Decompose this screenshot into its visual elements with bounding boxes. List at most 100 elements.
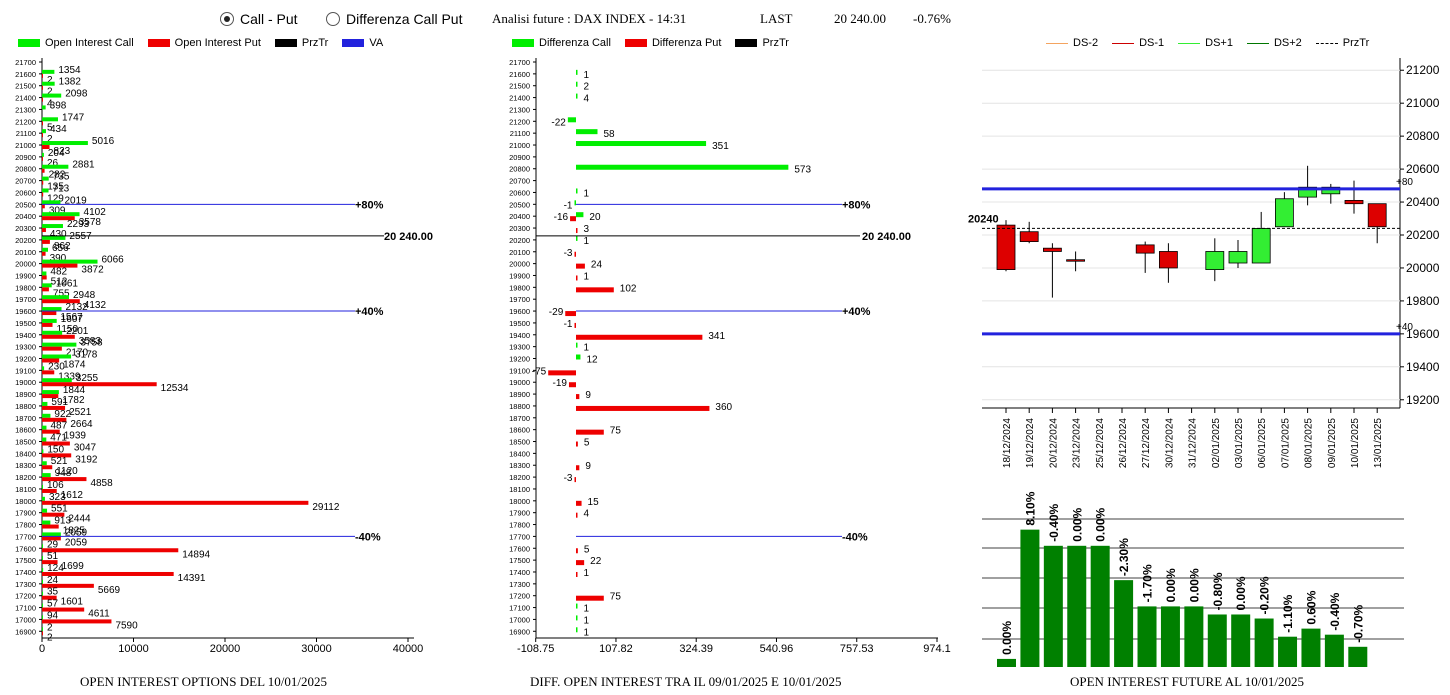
put-bar-label: 3872	[81, 265, 104, 276]
call-bar	[42, 390, 59, 395]
oi-future-label: -1.10%	[1281, 594, 1295, 632]
y-tick-label: 20200	[15, 236, 36, 245]
put-bar	[42, 512, 65, 517]
put-bar-label: 2664	[70, 419, 93, 430]
put-bar	[42, 417, 67, 422]
put-diff-bar	[548, 370, 576, 376]
y-tick-label: 20400	[15, 212, 36, 221]
put-bar-label: 3578	[79, 217, 102, 228]
y-tick-label: 19200	[15, 355, 36, 364]
put-bar-label: 1150	[57, 324, 79, 335]
y-tick-label: 21300	[15, 105, 36, 114]
put-bar	[42, 536, 61, 541]
y-tick-label: 19800	[1406, 294, 1440, 308]
y-tick-label: 18900	[15, 390, 36, 399]
call-bar	[42, 591, 43, 596]
y-tick-label: 18400	[509, 449, 530, 458]
put-bar	[42, 322, 53, 327]
put-bar-label: 1825	[63, 526, 86, 537]
y-tick-label: 20400	[1406, 195, 1440, 209]
call-bar	[42, 318, 57, 323]
put-bar-label: 2521	[69, 407, 92, 418]
oi-future-bar	[1160, 606, 1180, 667]
call-bar	[42, 425, 47, 430]
oi-future-bar	[1020, 529, 1040, 667]
x-tick-label: -108.75	[517, 643, 554, 655]
put-diff-bar-label: -75	[532, 366, 547, 377]
call-bar	[42, 152, 44, 157]
y-tick-label: 18200	[509, 473, 530, 482]
put-bar	[42, 168, 45, 173]
put-bar	[42, 133, 43, 138]
y-tick-label: 18000	[15, 497, 36, 506]
legend-item-ds-m1: DS-1	[1112, 37, 1164, 49]
y-tick-label: 17200	[509, 592, 530, 601]
put-bar	[42, 619, 112, 624]
call-diff-bar	[576, 129, 598, 135]
legend-label: DS+2	[1273, 37, 1302, 49]
put-diff-bar	[576, 228, 578, 234]
put-swatch-icon	[624, 39, 647, 47]
y-tick-label: 19000	[509, 378, 530, 387]
call-bar-label: 3758	[80, 338, 103, 349]
radio-diff-call-put[interactable]: Differenza Call Put	[326, 11, 462, 27]
y-tick-label: 17500	[509, 556, 530, 565]
call-bar	[42, 164, 69, 169]
call-diff-bar	[576, 188, 578, 194]
put-bar	[42, 405, 66, 410]
put-bar	[42, 488, 57, 493]
call-diff-bar	[576, 212, 584, 218]
price-line-label: 20240	[968, 213, 999, 225]
y-tick-label: 18800	[509, 402, 530, 411]
oi-future-bar	[1254, 618, 1274, 667]
put-diff-bar-label: -1	[564, 319, 573, 330]
y-tick-label: 18700	[509, 414, 530, 423]
x-tick-label: 09/01/2025	[1327, 418, 1338, 468]
y-tick-label: 20100	[509, 248, 530, 257]
put-bar-label: 1874	[63, 360, 86, 371]
legend-item-call: Open Interest Call	[18, 37, 134, 49]
oi-future-label: 0.00%	[1000, 621, 1014, 655]
y-tick-label: 18500	[509, 438, 530, 447]
call-diff-bar-label: 1	[584, 343, 590, 354]
oi-future-label: 0.00%	[1094, 507, 1108, 541]
put-diff-bar-label: -3	[564, 473, 573, 484]
call-bar	[42, 141, 88, 146]
put-bar-label: 1699	[62, 561, 85, 572]
candle-body	[1344, 199, 1364, 205]
candle-body	[1298, 186, 1317, 198]
candle-body	[1367, 203, 1387, 228]
legend-label: PrzTr	[301, 37, 329, 49]
put-bar-label: 2	[47, 134, 53, 145]
oi-future-bar	[1231, 614, 1251, 667]
deviation-line-label: +40	[1396, 322, 1413, 333]
radio-call-put-label: Call - Put	[240, 11, 298, 27]
call-diff-bar	[576, 627, 578, 633]
y-tick-label: 18100	[509, 485, 530, 494]
call-bar	[42, 224, 63, 229]
y-tick-label: 18100	[15, 485, 36, 494]
y-tick-label: 19500	[15, 319, 36, 328]
line-swatch-icon	[1178, 42, 1201, 44]
put-diff-bar-label: 4	[584, 509, 590, 520]
y-tick-label: 17100	[509, 604, 530, 613]
call-bar	[42, 413, 51, 418]
put-bar	[42, 548, 179, 553]
put-diff-bar-label: 1	[584, 271, 590, 282]
call-bar-label: 398	[50, 100, 67, 111]
oi-future-label: -0.80%	[1211, 572, 1225, 610]
put-bar-label: 1339	[58, 371, 81, 382]
call-diff-bar-label: 58	[603, 129, 615, 140]
oi-future-label: -1.70%	[1141, 564, 1155, 602]
y-tick-label: 21000	[15, 141, 36, 150]
radio-diff-label: Differenza Call Put	[346, 11, 463, 27]
put-bar-label: 823	[54, 146, 71, 157]
radio-unselected-icon	[326, 12, 340, 26]
x-tick-label: 30000	[301, 643, 332, 655]
put-diff-bar-label: -29	[549, 307, 564, 318]
line-swatch-icon	[1315, 42, 1338, 44]
radio-call-put[interactable]: Call - Put	[220, 11, 298, 27]
put-bar-label: 2	[47, 632, 53, 643]
call-bar-label: 591	[51, 397, 68, 408]
y-tick-label: 19700	[509, 295, 530, 304]
